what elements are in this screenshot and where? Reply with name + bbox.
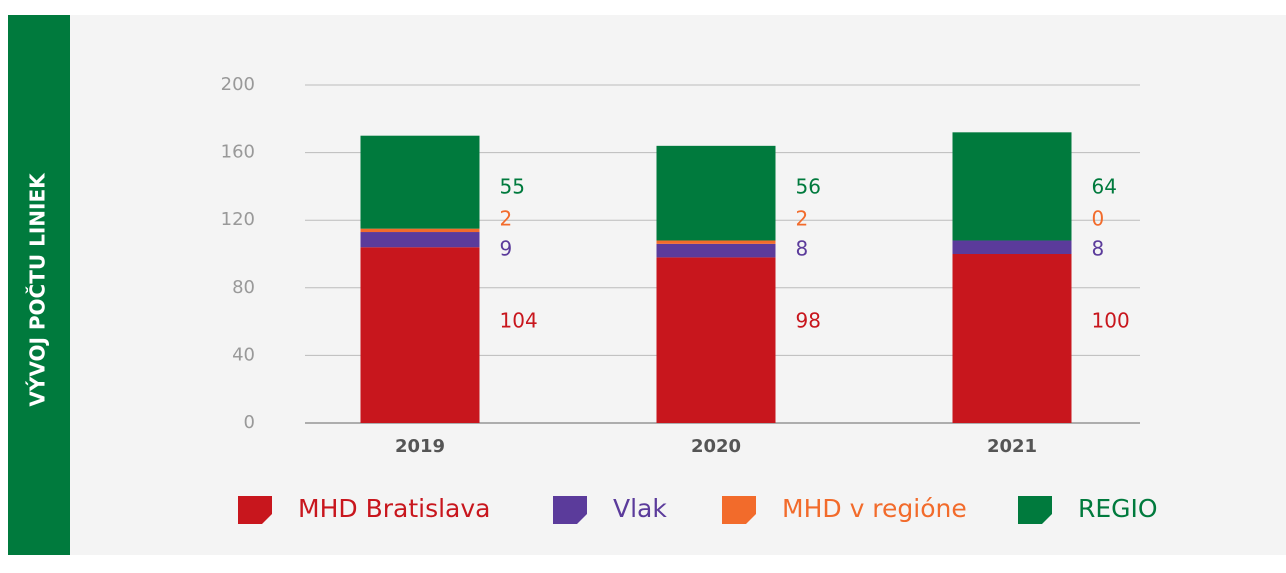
y-tick-label: 120 (221, 209, 255, 230)
data-label: 0 (1092, 207, 1105, 231)
bar-segment (952, 132, 1072, 241)
data-label: 9 (500, 237, 513, 261)
data-label: 2 (500, 207, 513, 231)
x-tick-label: 2020 (691, 436, 741, 457)
data-label: 8 (1092, 237, 1105, 261)
legend-label: MHD Bratislava (298, 494, 490, 523)
y-tick-label: 40 (232, 344, 255, 365)
data-label: 8 (796, 237, 809, 261)
bar-segment (656, 243, 776, 258)
data-label: 100 (1092, 309, 1130, 333)
bar-segment (360, 232, 480, 248)
side-title: VÝVOJ POČTU LINIEK (26, 172, 50, 407)
data-label: 104 (500, 309, 538, 333)
legend-icon (1018, 496, 1052, 524)
x-tick-label: 2021 (987, 436, 1037, 457)
panel (8, 15, 1286, 555)
bar-segment (952, 240, 1072, 254)
legend-icon (553, 496, 587, 524)
bar-segment (656, 240, 776, 244)
data-label: 56 (796, 175, 821, 199)
y-tick-label: 0 (244, 412, 255, 433)
y-tick-label: 200 (221, 74, 255, 95)
legend-label: MHD v regióne (782, 494, 967, 523)
x-tick-label: 2019 (395, 436, 445, 457)
y-tick-label: 160 (221, 142, 255, 163)
bar-segment (952, 254, 1072, 423)
data-label: 64 (1092, 175, 1117, 199)
legend-label: REGIO (1078, 494, 1158, 523)
bar-segment (656, 145, 776, 241)
bar-segment (360, 228, 480, 233)
bar-segment (360, 247, 480, 423)
legend-label: Vlak (613, 494, 667, 523)
bar-segment (656, 257, 776, 423)
side-band (8, 15, 70, 555)
data-label: 2 (796, 207, 809, 231)
legend-icon (722, 496, 756, 524)
bar-segment (360, 135, 480, 229)
legend-icon (238, 496, 272, 524)
data-label: 98 (796, 309, 821, 333)
y-tick-label: 80 (232, 277, 255, 298)
data-label: 55 (500, 175, 525, 199)
